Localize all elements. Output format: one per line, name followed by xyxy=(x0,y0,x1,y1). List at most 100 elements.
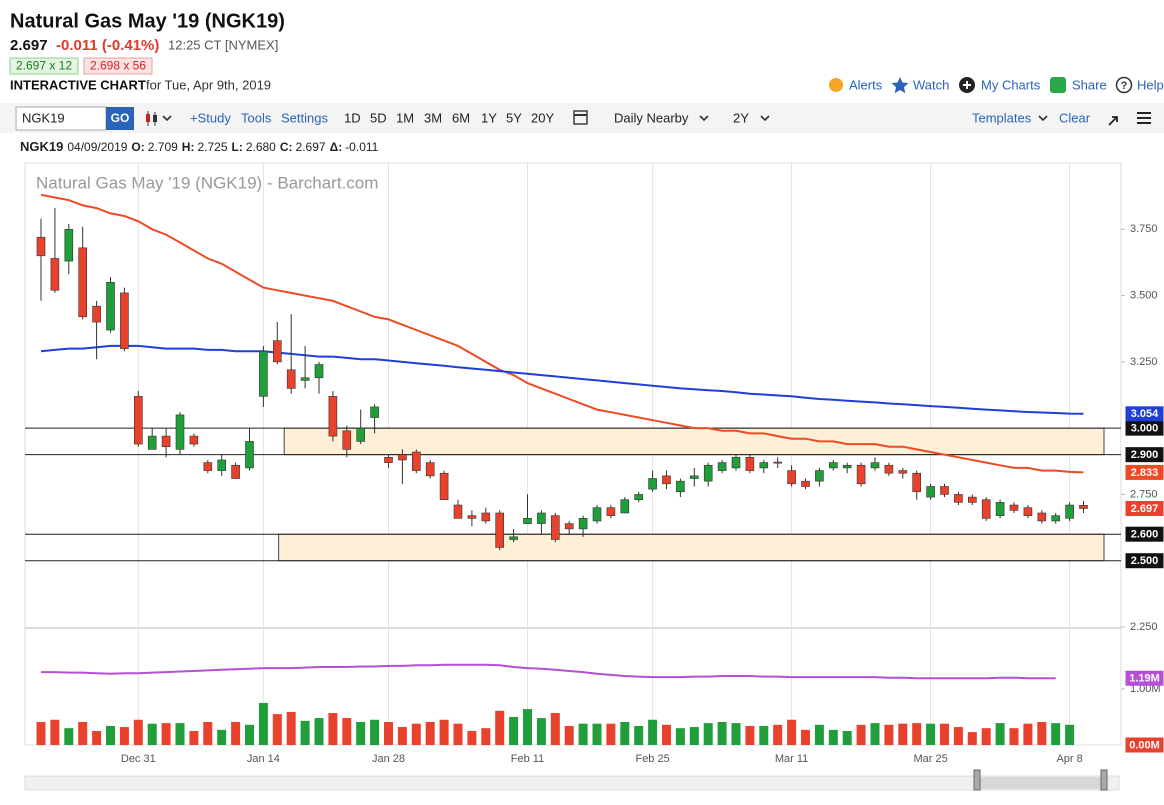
scroll-handle[interactable] xyxy=(973,769,981,791)
volume-bar xyxy=(161,723,171,745)
candle-body xyxy=(523,517,532,524)
period[interactable]: 3M xyxy=(424,110,442,125)
moving-average-line xyxy=(40,344,1084,415)
candle-body xyxy=(120,292,129,349)
expand-icon[interactable] xyxy=(1108,116,1118,126)
dropdown-arrow[interactable] xyxy=(699,115,709,122)
range[interactable]: 2Y xyxy=(733,110,749,125)
dropdown-arrow[interactable] xyxy=(760,115,770,122)
volume-bar xyxy=(425,722,435,745)
price-tag-label: 3.000 xyxy=(1131,423,1159,435)
templates[interactable]: Templates xyxy=(972,110,1032,125)
volume-bar xyxy=(717,722,727,745)
volume-bar xyxy=(495,710,505,745)
candle-body xyxy=(828,462,838,469)
candle-body xyxy=(815,470,824,482)
scrollbar[interactable] xyxy=(24,775,1120,791)
link[interactable]: Share xyxy=(1072,77,1107,92)
candle-body xyxy=(954,494,963,503)
candle-body xyxy=(759,462,769,469)
legend-symbol: NGK19 xyxy=(20,139,63,154)
volume-bar xyxy=(675,728,685,745)
x-tick-label: Apr 8 xyxy=(1056,753,1082,765)
scroll-handle[interactable] xyxy=(1100,769,1108,791)
price-tag-label: 2.600 xyxy=(1131,529,1159,541)
candle-body xyxy=(64,228,74,262)
candle-body xyxy=(356,427,366,442)
volume-bar xyxy=(106,725,115,745)
clear[interactable]: Clear xyxy=(1059,110,1091,125)
price-tag xyxy=(1125,737,1164,753)
volume-bar xyxy=(453,723,463,745)
candle-body xyxy=(495,512,505,548)
candle-body xyxy=(773,461,783,464)
volume-bar xyxy=(36,722,46,745)
period[interactable]: 20Y xyxy=(531,110,554,125)
go-button[interactable] xyxy=(106,107,134,130)
alerts-icon[interactable] xyxy=(829,78,843,92)
volume-bar xyxy=(258,702,268,745)
volume-bar xyxy=(745,725,755,745)
candle-body xyxy=(134,396,143,445)
volume-bar xyxy=(759,725,769,745)
volume-bar xyxy=(884,724,894,745)
go-label: GO xyxy=(111,111,130,125)
period[interactable]: 5Y xyxy=(506,110,522,125)
price-tag-label: 1.19M xyxy=(1129,673,1160,685)
tool[interactable]: Settings xyxy=(281,110,328,125)
candle-body xyxy=(286,369,296,389)
tool[interactable]: +Study xyxy=(190,110,231,125)
help-icon[interactable] xyxy=(1115,76,1133,94)
aggregation[interactable]: Daily Nearby xyxy=(614,110,689,125)
share-icon[interactable] xyxy=(1050,77,1066,93)
period[interactable]: 1M xyxy=(396,110,414,125)
y-tick-label: 2.750 xyxy=(1130,488,1158,500)
link[interactable]: Watch xyxy=(913,77,949,92)
volume-bar xyxy=(119,727,129,745)
calendar-icon[interactable] xyxy=(573,110,588,125)
period[interactable]: 1Y xyxy=(481,110,497,125)
candle-body xyxy=(189,435,199,445)
candle-body xyxy=(676,480,685,493)
dropdown-arrow[interactable] xyxy=(1038,115,1048,122)
link[interactable]: Help xyxy=(1137,77,1164,92)
volume-bar xyxy=(509,716,519,745)
price-tag-label: 2.833 xyxy=(1131,467,1159,479)
period[interactable]: 5D xyxy=(370,110,387,125)
bid-box xyxy=(9,57,79,75)
moving-average-line xyxy=(40,193,1084,474)
link[interactable]: Alerts xyxy=(849,77,883,92)
period[interactable]: 1D xyxy=(344,110,361,125)
price-tag xyxy=(1125,526,1164,542)
price-tag xyxy=(1125,553,1164,569)
volume-bar xyxy=(370,719,380,745)
candle-body xyxy=(550,515,560,540)
menu-icon[interactable] xyxy=(1137,112,1151,124)
candle-body xyxy=(411,451,421,471)
volume-bar xyxy=(995,723,1005,745)
candle-body xyxy=(731,457,741,469)
legend-value: 2.709 xyxy=(148,140,178,154)
volume-bar xyxy=(64,728,74,745)
scroll-thumb[interactable] xyxy=(978,777,1104,789)
watch-icon[interactable] xyxy=(891,77,909,94)
period[interactable]: 6M xyxy=(452,110,470,125)
candle-body xyxy=(745,457,755,471)
chart-type-icon[interactable] xyxy=(146,111,172,126)
ohlc-legend: NGK19 04/09/2019 O: 2.709 H: 2.725 L: 2.680 C: 2.… xyxy=(20,139,379,154)
candle-body xyxy=(1009,504,1019,511)
tool[interactable]: Tools xyxy=(241,110,272,125)
candle-body xyxy=(398,454,407,461)
toolbar xyxy=(0,103,1164,133)
price-tag xyxy=(1125,447,1164,463)
candle-body xyxy=(467,515,477,519)
candle-body xyxy=(272,340,282,363)
page-title: Natural Gas May '19 (NGK19) xyxy=(10,10,285,32)
volume-bar xyxy=(217,729,227,745)
link[interactable]: My Charts xyxy=(981,77,1041,92)
last-price: 2.697 xyxy=(10,37,48,54)
candle-body xyxy=(564,523,574,530)
zone xyxy=(278,533,1105,562)
volume-bar xyxy=(481,728,491,745)
